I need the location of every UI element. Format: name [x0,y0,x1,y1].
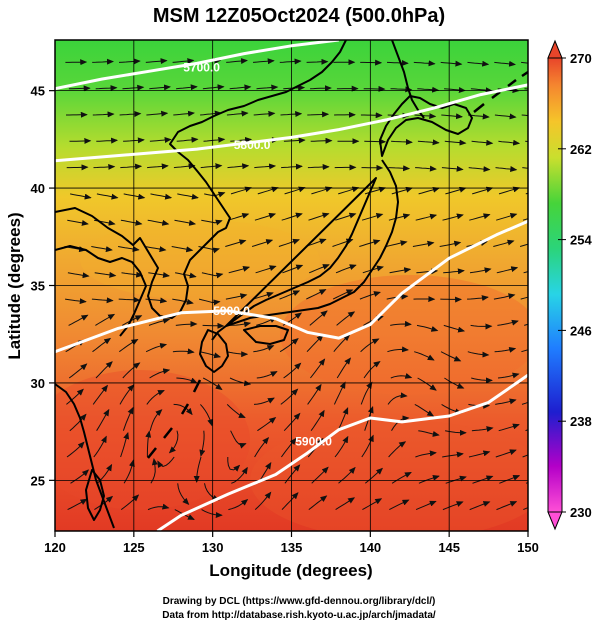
streamline [526,475,546,483]
y-tick-label: 40 [31,181,45,196]
colorbar: 230 238 246 254 262 270 [548,41,592,529]
streamline [364,141,385,142]
streamline [526,188,546,194]
colorbar-tick-label: 246 [570,323,592,338]
x-tick-label: 130 [202,540,224,555]
colorbar-gradient [548,58,562,512]
credit-drawing: Drawing by DCL (https://www.gfd-dennou.o… [163,596,436,607]
y-axis-ticks: 25 30 35 40 45 [31,84,55,489]
colorbar-tick-label: 254 [570,233,592,248]
x-tick-label: 120 [44,540,66,555]
y-tick-label: 30 [31,376,45,391]
x-tick-label: 140 [359,540,381,555]
x-tick-label: 150 [517,540,539,555]
x-axis-label: Longitude (degrees) [209,561,372,580]
colorbar-bottom-arrow [548,512,562,529]
colorbar-top-arrow [548,41,562,58]
streamline [69,88,90,89]
colorbar-ticks: 230 238 246 254 262 270 [558,51,592,520]
x-tick-label: 125 [123,540,145,555]
contour-label: 5900.0 [295,434,332,448]
plot-area: 5700.0 5800.0 5900.0 5900.0 [30,40,550,540]
contour-label: 5700.0 [183,60,220,74]
colorbar-tick-label: 230 [570,505,592,520]
colorbar-tick-label: 262 [570,142,592,157]
credit-data: Data from http://database.rish.kyoto-u.a… [162,610,436,621]
x-tick-label: 135 [281,540,303,555]
y-tick-label: 25 [31,473,45,488]
chart-title: MSM 12Z05Oct2024 (500.0hPa) [153,5,445,27]
colorbar-tick-label: 238 [570,414,592,429]
y-axis-label: Latitude (degrees) [5,212,24,359]
x-tick-label: 145 [438,540,460,555]
y-tick-label: 35 [31,279,45,294]
colorbar-tick-label: 270 [570,51,592,66]
y-tick-label: 45 [31,84,45,99]
contour-label: 5800.0 [234,138,271,152]
contour-label: 5900.0 [213,304,250,318]
streamline [70,141,91,142]
x-axis-ticks: 120 125 130 135 140 145 150 [44,531,539,555]
